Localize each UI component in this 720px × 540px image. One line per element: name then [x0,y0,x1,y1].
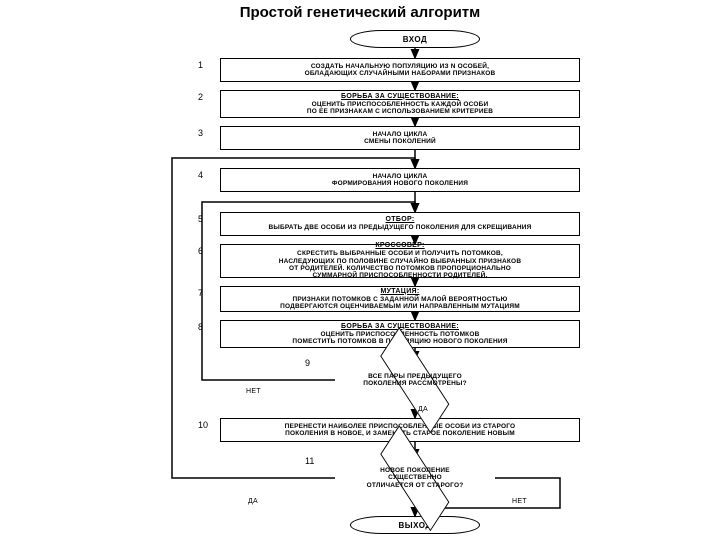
box-header: КРОССОВЕР: [375,242,424,249]
process-box-1: СОЗДАТЬ НАЧАЛЬНУЮ ПОПУЛЯЦИЮ ИЗ N ОСОБЕЙ,… [220,58,580,82]
process-box-5: ОТБОР:ВЫБРАТЬ ДВЕ ОСОБИ ИЗ ПРЕДЫДУЩЕГО П… [220,212,580,236]
terminator-start: ВХОД [350,30,480,48]
step-number: 11 [305,456,314,466]
box-text: НАЧАЛО ЦИКЛАСМЕНЫ ПОКОЛЕНИЙ [364,131,436,146]
step-number: 8 [198,322,203,332]
box-text: ПРИЗНАКИ ПОТОМКОВ С ЗАДАННОЙ МАЛОЙ ВЕРОЯ… [280,296,520,311]
step-number: 5 [198,214,203,224]
step-number: 2 [198,92,203,102]
process-box-6: КРОССОВЕР:СКРЕСТИТЬ ВЫБРАННЫЕ ОСОБИ И ПО… [220,244,580,278]
process-box-4: НАЧАЛО ЦИКЛАФОРМИРОВАНИЯ НОВОГО ПОКОЛЕНИ… [220,168,580,192]
box-header: БОРЬБА ЗА СУЩЕСТВОВАНИЕ: [341,93,459,100]
step-number: 1 [198,60,203,70]
process-box-7: МУТАЦИЯ:ПРИЗНАКИ ПОТОМКОВ С ЗАДАННОЙ МАЛ… [220,286,580,312]
flowchart: ВХОД ВЫХОД СОЗДАТЬ НАЧАЛЬНУЮ ПОПУЛЯЦИЮ И… [0,28,720,538]
decision-text: ВСЕ ПАРЫ ПРЕДЫДУЩЕГОПОКОЛЕНИЯ РАССМОТРЕН… [335,360,495,400]
page-title: Простой генетический алгоритм [0,4,720,21]
box-text: НАЧАЛО ЦИКЛАФОРМИРОВАНИЯ НОВОГО ПОКОЛЕНИ… [332,173,468,188]
step-number: 3 [198,128,203,138]
edge-label: ДА [248,498,258,505]
box-text: ВЫБРАТЬ ДВЕ ОСОБИ ИЗ ПРЕДЫДУЩЕГО ПОКОЛЕН… [269,224,532,231]
decision-11: НОВОЕ ПОКОЛЕНИЕСУЩЕСТВЕННООТЛИЧАЕТСЯ ОТ … [335,458,495,498]
step-number: 6 [198,246,203,256]
box-text: ОЦЕНИТЬ ПРИСПОСОБЛЕННОСТЬ КАЖДОЙ ОСОБИПО… [307,101,493,116]
step-number: 4 [198,170,203,180]
step-number: 9 [305,358,310,368]
edge-label: НЕТ [512,498,527,505]
decision-text: НОВОЕ ПОКОЛЕНИЕСУЩЕСТВЕННООТЛИЧАЕТСЯ ОТ … [335,458,495,498]
edge-label: НЕТ [246,388,261,395]
edge-label: ДА [418,406,428,413]
process-box-3: НАЧАЛО ЦИКЛАСМЕНЫ ПОКОЛЕНИЙ [220,126,580,150]
box-header: ОТБОР: [386,216,415,223]
process-box-2: БОРЬБА ЗА СУЩЕСТВОВАНИЕ:ОЦЕНИТЬ ПРИСПОСО… [220,90,580,118]
step-number: 7 [198,288,203,298]
terminator-end: ВЫХОД [350,516,480,534]
box-text: СКРЕСТИТЬ ВЫБРАННЫЕ ОСОБИ И ПОЛУЧИТЬ ПОТ… [279,250,521,280]
box-text: СОЗДАТЬ НАЧАЛЬНУЮ ПОПУЛЯЦИЮ ИЗ N ОСОБЕЙ,… [305,63,496,78]
decision-9: ВСЕ ПАРЫ ПРЕДЫДУЩЕГОПОКОЛЕНИЯ РАССМОТРЕН… [335,360,495,400]
step-number: 10 [198,420,208,430]
box-header: МУТАЦИЯ: [381,288,420,295]
